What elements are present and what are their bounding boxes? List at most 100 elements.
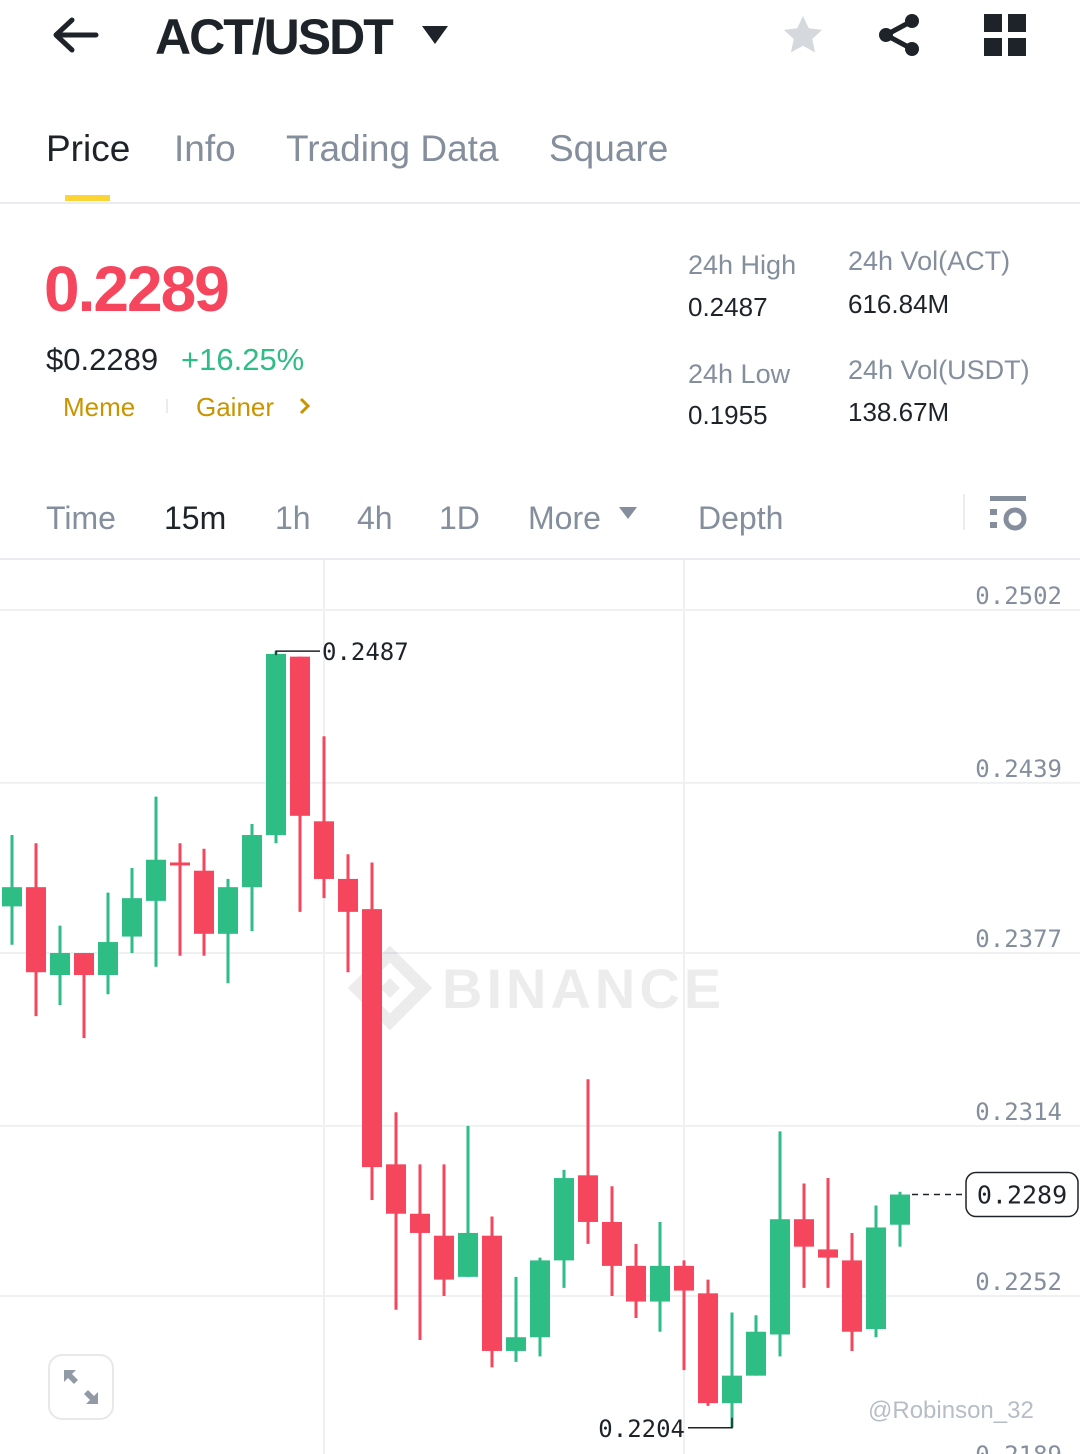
candle [890,1191,910,1247]
active-tab-indicator [65,195,110,201]
candle-body [74,953,94,975]
candle [554,1169,574,1288]
candle-body [554,1178,574,1261]
y-axis-tick-label: 0.2252 [975,1268,1062,1296]
usd-price: $0.2289 [46,342,159,377]
candle-body [482,1235,502,1351]
more-caret-down-icon[interactable] [618,506,638,525]
candle [506,1276,526,1362]
pair-title[interactable]: ACT/USDT [155,9,394,65]
back-button[interactable] [50,14,100,58]
tab-price[interactable]: Price [46,128,131,169]
candle [194,848,214,956]
timeframe-time[interactable]: Time [46,500,116,536]
binance-watermark: BINANCE [347,945,725,1031]
candle [146,796,166,967]
candle [362,862,382,1201]
candle-body [842,1260,862,1332]
candle-body [626,1265,646,1302]
candle [578,1079,598,1244]
high-value: 0.2487 [688,292,768,322]
candle [458,1125,478,1277]
timeframe-more[interactable]: More [528,500,601,536]
max-marker-line [275,650,320,656]
candle [338,854,358,973]
candle-body [674,1265,694,1291]
low-label: 24h Low [688,359,791,389]
candle-body [98,942,118,975]
candle-body [290,656,310,816]
last-price-label: 0.2289 [977,1181,1067,1210]
candle [770,1131,790,1357]
candle-body [818,1249,838,1258]
candle-body [434,1235,454,1280]
candle [626,1243,646,1319]
layout-grid-button[interactable] [984,14,1026,61]
watermark-brand: BINANCE [442,957,725,1020]
candle [722,1312,742,1428]
last-price: 0.2289 [44,253,230,325]
candle [170,843,190,956]
candle [794,1183,814,1288]
y-axis-tick-label: 0.2189 [975,1441,1062,1454]
min-marker-line [688,1417,733,1429]
y-axis-tick-label: 0.2314 [975,1098,1062,1126]
candle [650,1221,670,1332]
divider [0,558,1080,560]
tag-meme[interactable]: Meme [63,392,136,422]
tag-gainer[interactable]: Gainer [196,392,275,422]
tab-trading-data[interactable]: Trading Data [286,128,499,169]
candle-body [266,653,286,836]
timeframe-1d[interactable]: 1D [439,500,480,536]
candle [74,953,94,1039]
timeframe-1h[interactable]: 1h [275,500,311,536]
candle [26,843,46,1017]
candle-body [530,1260,550,1338]
candle-body [794,1219,814,1247]
price-change: +16.25% [181,342,305,377]
back-arrow-icon [53,17,99,53]
candle-body [602,1221,622,1266]
candle-body [122,898,142,937]
candle-body [506,1337,526,1351]
high-label: 24h High [688,250,797,280]
candle [482,1216,502,1368]
chart-settings-button[interactable] [988,496,1028,537]
candle [2,835,22,945]
tab-square[interactable]: Square [549,128,669,169]
depth-tab[interactable]: Depth [698,500,784,536]
candle [746,1315,766,1376]
candle-body [770,1219,790,1335]
y-axis-tick-label: 0.2502 [975,582,1062,610]
candle-body [650,1265,670,1302]
last-price-box [965,1171,1079,1218]
candle-body [170,862,190,866]
share-button[interactable] [876,12,922,63]
candle-body [26,887,46,973]
fullscreen-button[interactable] [48,1354,114,1420]
timeframe-4h[interactable]: 4h [357,500,393,536]
candle-body [578,1175,598,1222]
favorite-button[interactable] [780,12,826,63]
candle [266,651,286,844]
min-marker-label: 0.2204 [598,1415,685,1443]
candle-body [890,1194,910,1225]
y-axis-tick-label: 0.2377 [975,925,1062,953]
candle-body [458,1232,478,1277]
pair-selector-caret[interactable] [420,24,450,51]
timeframe-15m[interactable]: 15m [164,500,227,536]
candle-body [50,953,70,975]
tag-chevron-right-icon[interactable] [298,396,312,421]
candle-body [386,1164,406,1214]
candle-body [722,1375,742,1404]
candlestick-chart[interactable]: 0.2502 0.2439 0.2377 0.2314 0.2252 0.2189 BIN… [0,560,1080,1454]
candle [866,1205,886,1338]
candle [50,925,70,1006]
chart-settings-icon [990,496,1027,531]
expand-icon [64,1370,98,1404]
max-marker-label: 0.2487 [322,638,409,666]
candle-body [2,887,22,907]
candle-body [194,870,214,934]
tab-info[interactable]: Info [174,128,236,169]
tag-separator [166,399,168,413]
